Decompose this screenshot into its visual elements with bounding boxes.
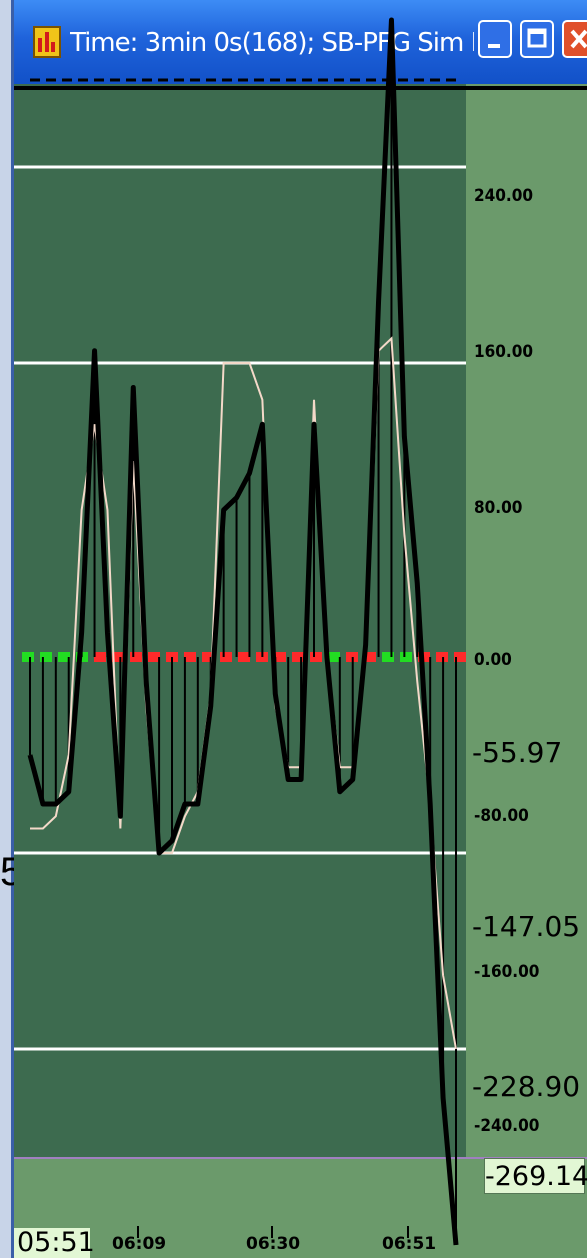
zero-reference-dash [184,652,196,662]
title-bar[interactable]: Time: 3min 0s(168); SB-PFG Sim E... [14,0,587,84]
primary-series-line [27,17,459,1246]
y-value-label: -228.90 [472,1070,581,1103]
zero-reference-dash [130,652,142,662]
minimize-icon [488,44,500,48]
zero-reference-dash [40,652,52,662]
y-tick-label: -80.00 [474,806,529,826]
window-title: Time: 3min 0s(168); SB-PFG Sim E... [70,28,474,58]
value-axis-panel [466,84,587,1158]
zero-reference-dash [454,652,466,662]
y-value-label: -55.97 [472,736,563,769]
zero-reference-dash [328,652,340,662]
x-tick-label: 06:51 [382,1234,437,1254]
zero-reference-dash [22,652,34,662]
x-tick-label: 06:30 [246,1234,301,1254]
zero-reference-dash [112,652,124,662]
maximize-button[interactable] [520,20,554,58]
y-tick-label: -240.00 [474,1116,540,1136]
cursor-value-readout: -269.14 [484,1158,587,1194]
x-tick-label: 06:09 [112,1234,167,1254]
y-tick-label: -160.00 [474,962,540,982]
zero-reference-dash [274,652,286,662]
zero-reference-dash [148,652,160,662]
y-tick-label: 240.00 [474,186,534,206]
zero-reference-dash [238,652,250,662]
zero-reference-dash [436,652,448,662]
y-tick-label: 160.00 [474,342,534,362]
zero-reference-dash [58,652,70,662]
maximize-icon [527,28,547,48]
zero-reference-dash [400,652,412,662]
zero-reference-dash [310,652,322,662]
y-value-label: -147.05 [472,910,581,943]
zero-reference-dash [364,652,376,662]
zero-reference-dash [220,652,232,662]
y-tick-label: 80.00 [474,498,523,518]
left-window-edge [0,0,14,1258]
chart-app-icon[interactable] [33,26,61,58]
zero-reference-dash [292,652,304,662]
minimize-button[interactable] [478,20,512,58]
close-button[interactable] [562,20,587,58]
zero-reference-dash [382,652,394,662]
zero-reference-dash [202,652,214,662]
close-icon [570,29,587,49]
zero-reference-dash [94,652,106,662]
start-time-label: 05:51 [14,1228,95,1258]
y-tick-label: 0.00 [474,650,512,670]
